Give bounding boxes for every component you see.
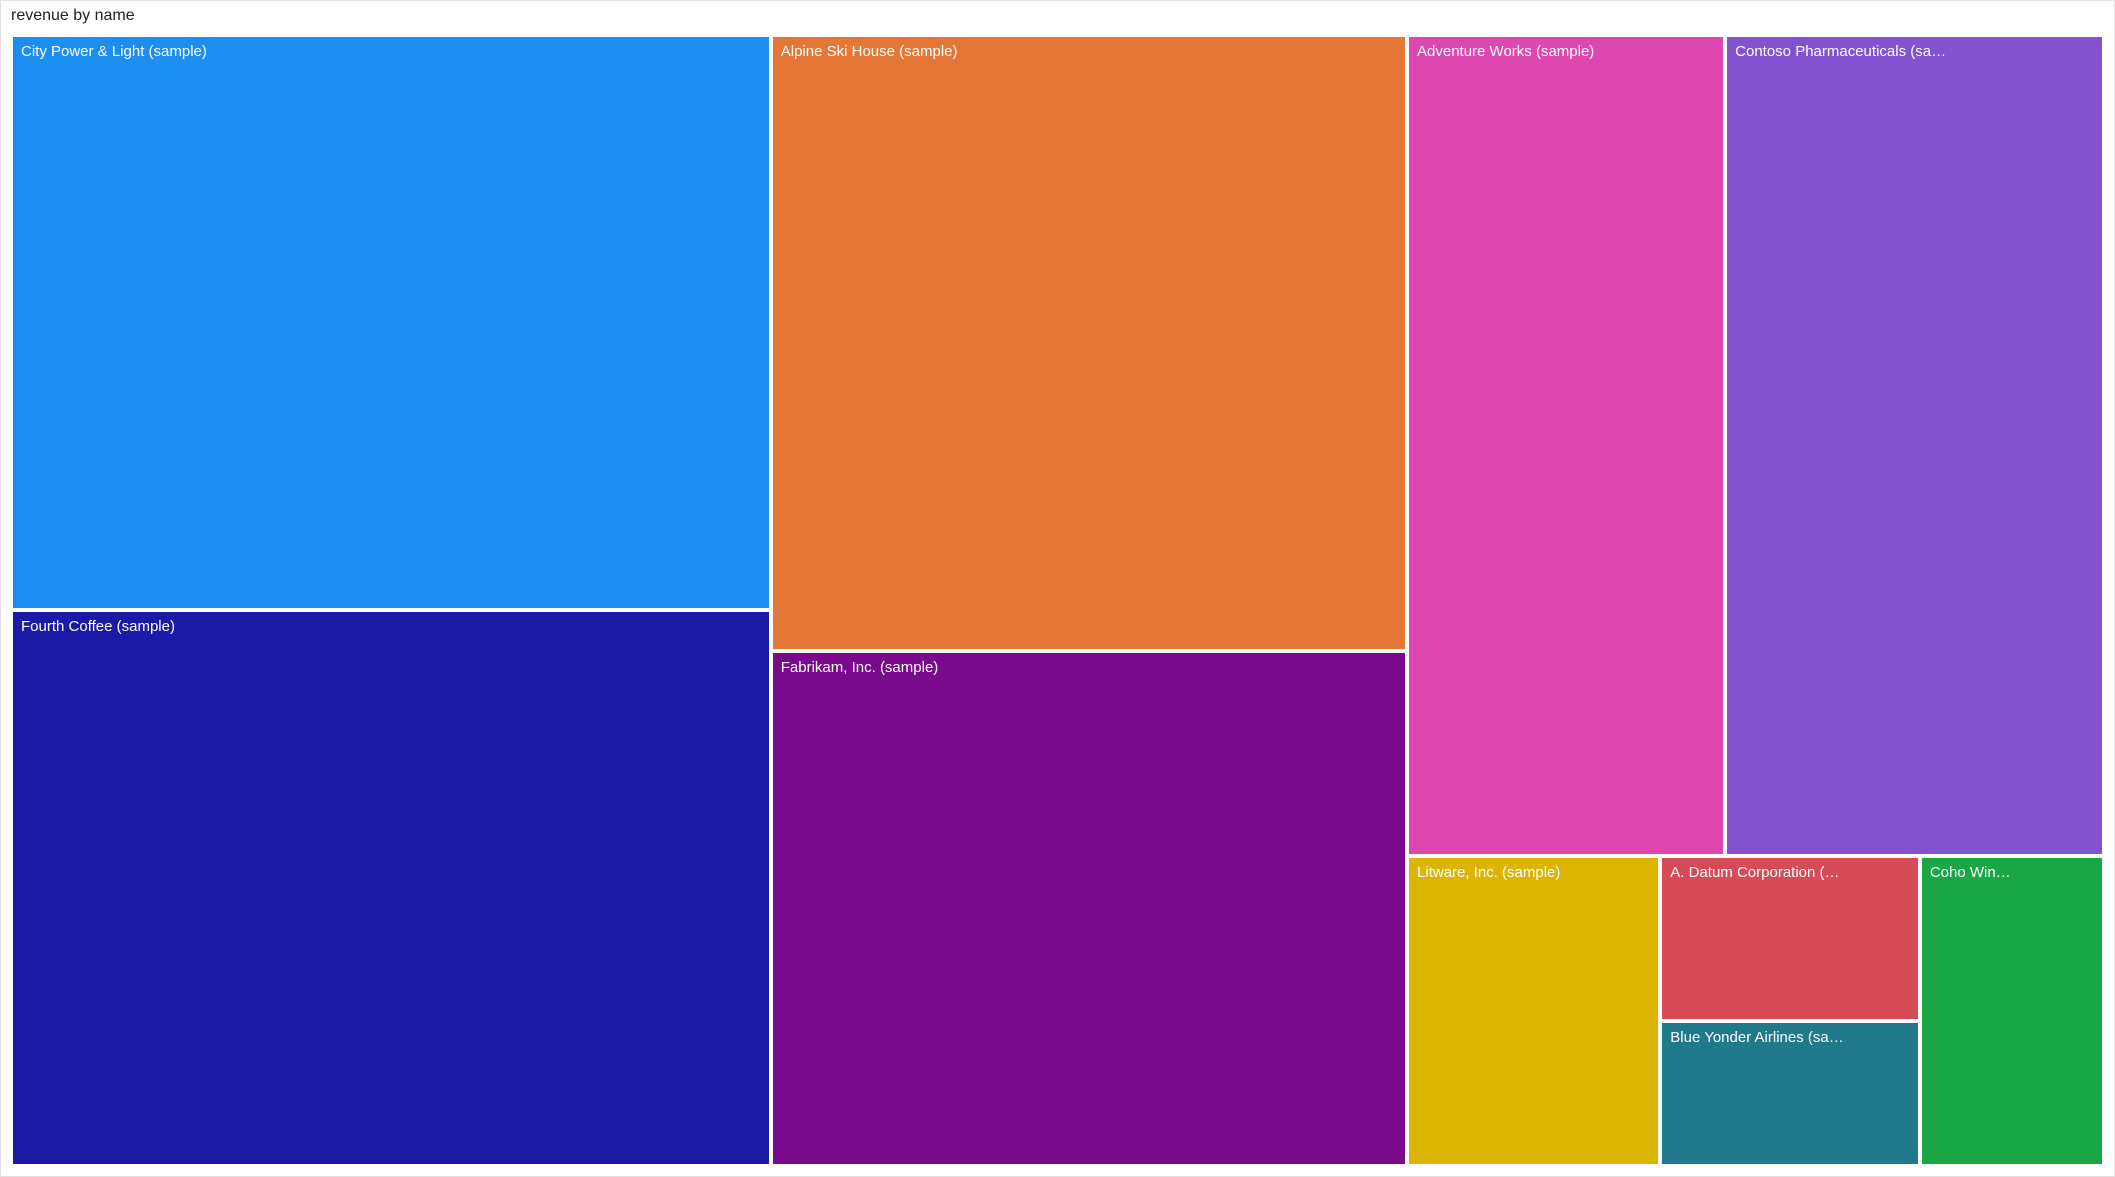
treemap-tile-label: Adventure Works (sample) [1409,37,1723,66]
treemap-tile-label: City Power & Light (sample) [13,37,769,66]
treemap-tile-label: Fourth Coffee (sample) [13,612,769,641]
treemap-tile-label: Contoso Pharmaceuticals (sa… [1727,37,2102,66]
treemap-tile-fourth-coffee[interactable]: Fourth Coffee (sample) [11,610,771,1166]
treemap-tile-label: Alpine Ski House (sample) [773,37,1405,66]
treemap-tile-label: Blue Yonder Airlines (sa… [1662,1023,1918,1052]
treemap-tile-litware-inc[interactable]: Litware, Inc. (sample) [1407,856,1660,1166]
treemap-tile-adventure-works[interactable]: Adventure Works (sample) [1407,35,1725,856]
treemap-plot-area: City Power & Light (sample) Fourth Coffee… [11,35,2104,1166]
treemap-tile-a-datum-corp[interactable]: A. Datum Corporation (… [1660,856,1920,1021]
treemap-tile-label: A. Datum Corporation (… [1662,858,1918,887]
treemap-tile-alpine-ski-house[interactable]: Alpine Ski House (sample) [771,35,1407,651]
treemap-tile-city-power-light[interactable]: City Power & Light (sample) [11,35,771,610]
treemap-tile-label: Coho Win… [1922,858,2102,887]
treemap-tile-contoso-pharma[interactable]: Contoso Pharmaceuticals (sa… [1725,35,2104,856]
treemap-tile-blue-yonder-airlines[interactable]: Blue Yonder Airlines (sa… [1660,1021,1920,1166]
chart-title: revenue by name [1,1,2114,29]
treemap-tile-coho-winery[interactable]: Coho Win… [1920,856,2104,1166]
treemap-tile-label: Fabrikam, Inc. (sample) [773,653,1405,682]
treemap-tile-label: Litware, Inc. (sample) [1409,858,1658,887]
treemap-chart: revenue by name City Power & Light (samp… [0,0,2115,1177]
treemap-tile-fabrikam-inc[interactable]: Fabrikam, Inc. (sample) [771,651,1407,1166]
